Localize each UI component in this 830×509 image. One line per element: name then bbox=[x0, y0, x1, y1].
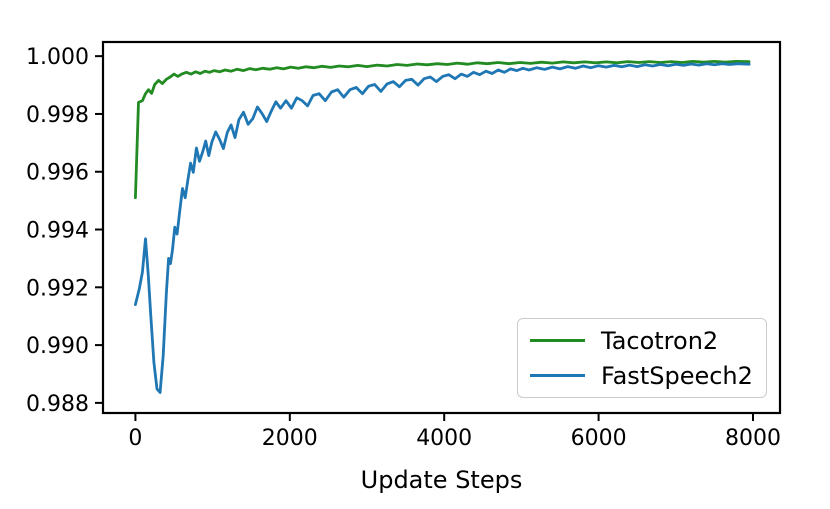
y-tick-label: 0.990 bbox=[26, 334, 89, 359]
x-tick-label: 2000 bbox=[262, 426, 318, 451]
y-tick-label: 0.998 bbox=[26, 103, 89, 128]
legend-label: Tacotron2 bbox=[601, 326, 719, 355]
x-tick-label: 0 bbox=[128, 426, 142, 451]
y-tick-label: 0.996 bbox=[26, 161, 89, 186]
series-line-tacotron2 bbox=[133, 60, 751, 200]
y-tick-label: 0.988 bbox=[26, 392, 89, 417]
y-tick-label: 0.992 bbox=[26, 276, 89, 301]
x-tick-label: 4000 bbox=[416, 426, 472, 451]
legend-item: Tacotron2 bbox=[530, 327, 754, 355]
x-axis-label: Update Steps bbox=[360, 466, 523, 494]
x-tick-label: 6000 bbox=[571, 426, 627, 451]
legend-label: FastSpeech2 bbox=[601, 361, 753, 390]
series-line-fastspeech2 bbox=[133, 62, 751, 394]
y-tick-label: 1.000 bbox=[26, 45, 89, 70]
axes-frame bbox=[101, 40, 782, 415]
legend: Tacotron2 FastSpeech2 bbox=[517, 318, 767, 398]
x-tick-label: 8000 bbox=[725, 426, 781, 451]
legend-line-swatch-tacotron2 bbox=[530, 338, 585, 343]
legend-line-swatch-fastspeech2 bbox=[530, 373, 585, 378]
legend-item: FastSpeech2 bbox=[530, 362, 754, 390]
y-tick-label: 0.994 bbox=[26, 219, 89, 244]
